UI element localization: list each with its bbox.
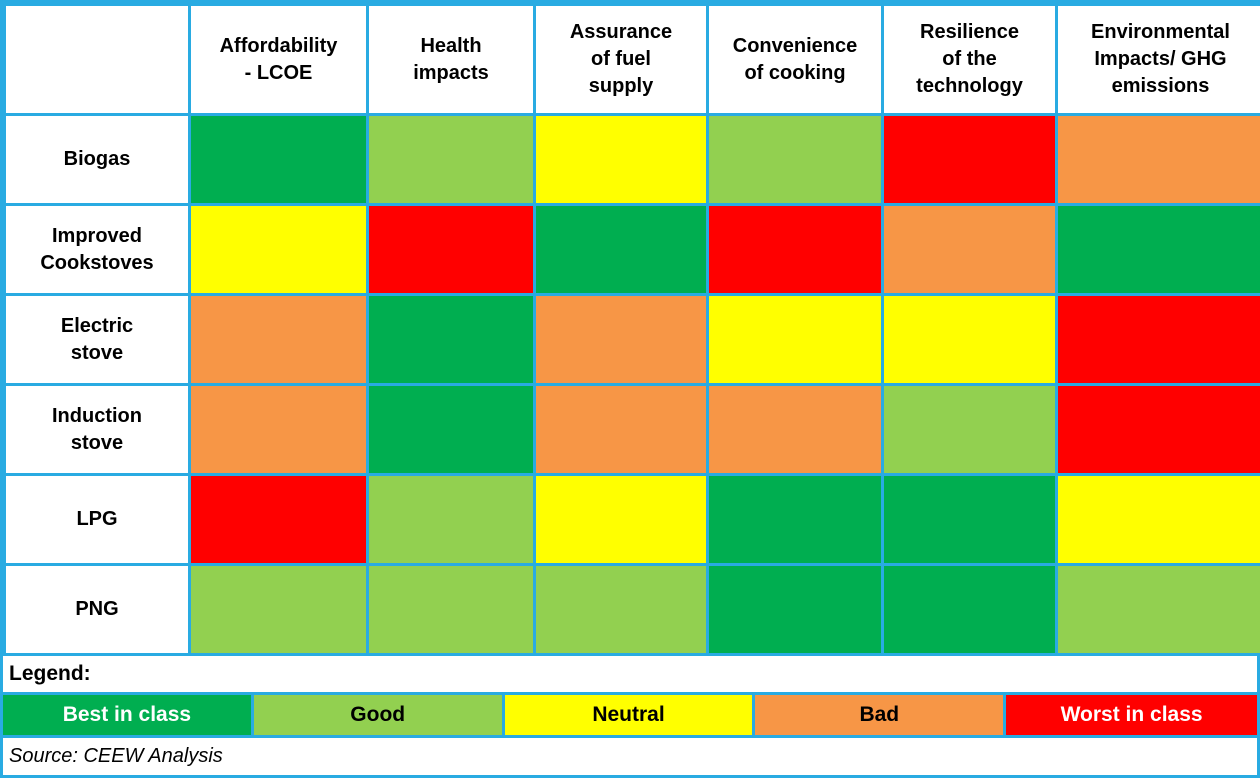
rating-cell [533, 293, 709, 386]
row-label-png: PNG [3, 563, 191, 656]
rating-cell [533, 473, 709, 566]
rating-cell [366, 383, 536, 476]
col-header-fuel-supply: Assurance of fuel supply [533, 3, 709, 116]
row-label-induction-stove: Induction stove [3, 383, 191, 476]
table-row-induction-stove: Induction stove [3, 383, 1260, 476]
legend-row: Best in class Good Neutral Bad Worst in … [3, 695, 1257, 738]
header-row: Affordability - LCOE Health impacts Assu… [3, 3, 1260, 116]
col-header-affordability: Affordability - LCOE [188, 3, 369, 116]
rating-cell [881, 383, 1058, 476]
rating-cell [881, 203, 1058, 296]
table-row-biogas: Biogas [3, 113, 1260, 206]
table-row-png: PNG [3, 563, 1260, 656]
rating-cell [706, 383, 884, 476]
legend-item-bad: Bad [755, 695, 1007, 735]
rating-cell [188, 113, 369, 206]
rating-cell [188, 293, 369, 386]
rating-cell [533, 113, 709, 206]
rating-cell [533, 203, 709, 296]
rating-cell [881, 473, 1058, 566]
rating-cell [881, 113, 1058, 206]
rating-cell [366, 473, 536, 566]
rating-cell [188, 473, 369, 566]
legend-item-good: Good [253, 695, 505, 735]
col-header-resilience: Resilience of the technology [881, 3, 1058, 116]
table-row-lpg: LPG [3, 473, 1260, 566]
comparison-matrix: Affordability - LCOE Health impacts Assu… [3, 3, 1260, 656]
rating-cell [1055, 563, 1260, 656]
col-header-health-impacts: Health impacts [366, 3, 536, 116]
row-label-biogas: Biogas [3, 113, 191, 206]
col-header-environmental: Environmental Impacts/ GHG emissions [1055, 3, 1260, 116]
row-label-improved-cookstoves: Improved Cookstoves [3, 203, 191, 296]
table-row-improved-cookstoves: Improved Cookstoves [3, 203, 1260, 296]
rating-cell [366, 203, 536, 296]
rating-cell [188, 203, 369, 296]
corner-cell [3, 3, 191, 116]
rating-cell [1055, 203, 1260, 296]
rating-cell [188, 383, 369, 476]
rating-cell [366, 293, 536, 386]
rating-cell [533, 563, 709, 656]
rating-cell [706, 293, 884, 386]
rating-cell [706, 563, 884, 656]
rating-cell [366, 563, 536, 656]
rating-cell [366, 113, 536, 206]
rating-cell [881, 293, 1058, 386]
rating-cell [1055, 473, 1260, 566]
legend-title: Legend: [3, 656, 1257, 695]
table-row-electric-stove: Electric stove [3, 293, 1260, 386]
rating-cell [1055, 383, 1260, 476]
rating-cell [1055, 113, 1260, 206]
rating-cell [706, 473, 884, 566]
rating-cell [706, 113, 884, 206]
legend-item-neutral: Neutral [504, 695, 756, 735]
rating-cell [188, 563, 369, 656]
row-label-electric-stove: Electric stove [3, 293, 191, 386]
legend-item-worst-in-class: Worst in class [1006, 695, 1257, 735]
rating-cell [533, 383, 709, 476]
row-label-lpg: LPG [3, 473, 191, 566]
rating-cell [1055, 293, 1260, 386]
rating-cell [706, 203, 884, 296]
legend-item-best-in-class: Best in class [3, 695, 254, 735]
source-note: Source: CEEW Analysis [3, 738, 1257, 775]
col-header-convenience: Convenience of cooking [706, 3, 884, 116]
rating-cell [881, 563, 1058, 656]
